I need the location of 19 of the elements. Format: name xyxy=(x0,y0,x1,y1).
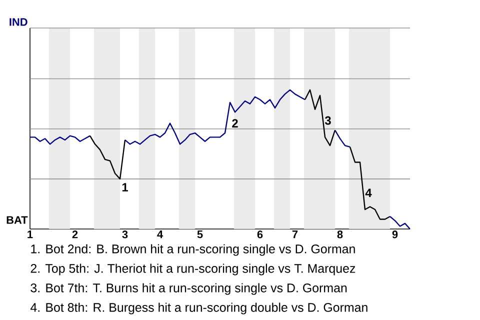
text: 1. Bot 2nd: B. Brown hit a run-scoring single vs D. Gorman xyxy=(31,244,355,256)
x-tick-label: 7 xyxy=(292,230,298,238)
x-tick-label: 3 xyxy=(122,230,128,238)
annotation: 3 xyxy=(324,116,331,125)
x-tick-label: 6 xyxy=(257,230,263,238)
x-tick-label: 1 xyxy=(28,230,33,238)
text: BAT xyxy=(6,216,28,224)
x-tick-label: 8 xyxy=(337,230,343,238)
annotation: 1 xyxy=(122,183,128,192)
x-tick-label: 5 xyxy=(197,230,203,238)
text: 3. Bot 7th: T. Burns hit a run-scoring single vs D. Gorman xyxy=(30,283,347,295)
x-tick-label: 2 xyxy=(72,230,78,238)
x-tick-label: 9 xyxy=(392,230,398,238)
text: 4. Bot 8th: R. Burgess hit a run-scoring double vs D. Gorman xyxy=(30,302,368,314)
annotation: 4 xyxy=(365,188,372,197)
text: IND xyxy=(10,18,28,26)
annotation: 2 xyxy=(232,119,238,128)
x-tick-label: 4 xyxy=(157,230,163,238)
text: 2. Top 5th: J. Theriot hit a run-scoring single vs T. Marquez xyxy=(30,264,356,276)
